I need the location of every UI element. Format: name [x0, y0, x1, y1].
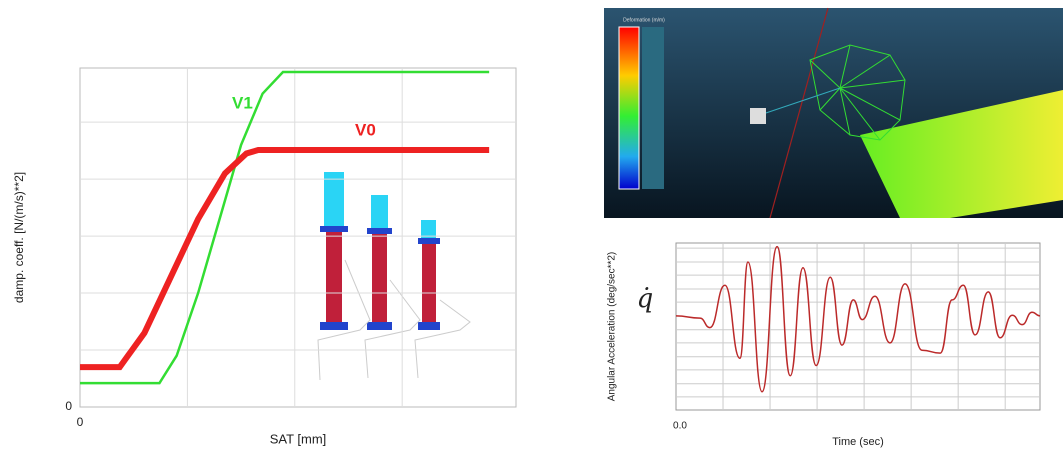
x-axis-label: Time (sec) [832, 436, 884, 448]
chart-right: 0.0 Time (sec) Angular Acceleration (deg/s… [607, 243, 1040, 448]
annotation: q̇ [637, 284, 654, 314]
y-axis-label: damp. coeff. [N/(m/s)**2] [12, 172, 26, 303]
chart-left: 00 SAT [mm] damp. coeff. [N/(m/s)**2] V1 V0 [12, 68, 516, 446]
cube [750, 108, 766, 124]
illustration [318, 172, 470, 380]
plot-frame [676, 243, 1040, 410]
y-tick-label: 0 [65, 399, 72, 413]
y-axis-label: Angular Acceleration (deg/sec**2) [607, 252, 618, 402]
legend-label: V0 [355, 120, 376, 139]
x-axis-label: SAT [mm] [270, 431, 327, 446]
page: Deformation (m/m) 00 SAT [mm] damp. coeff.… [0, 0, 1063, 452]
plot-frame [80, 68, 516, 407]
color-bar-shade [642, 27, 664, 189]
color-bar [619, 27, 639, 189]
legend-title: Deformation (m/m) [623, 17, 665, 23]
legend-label: V1 [232, 93, 253, 112]
x-tick-label: 0 [77, 415, 84, 429]
viewport: Deformation (m/m) [604, 8, 1063, 218]
x-tick-label: 0.0 [673, 421, 687, 432]
